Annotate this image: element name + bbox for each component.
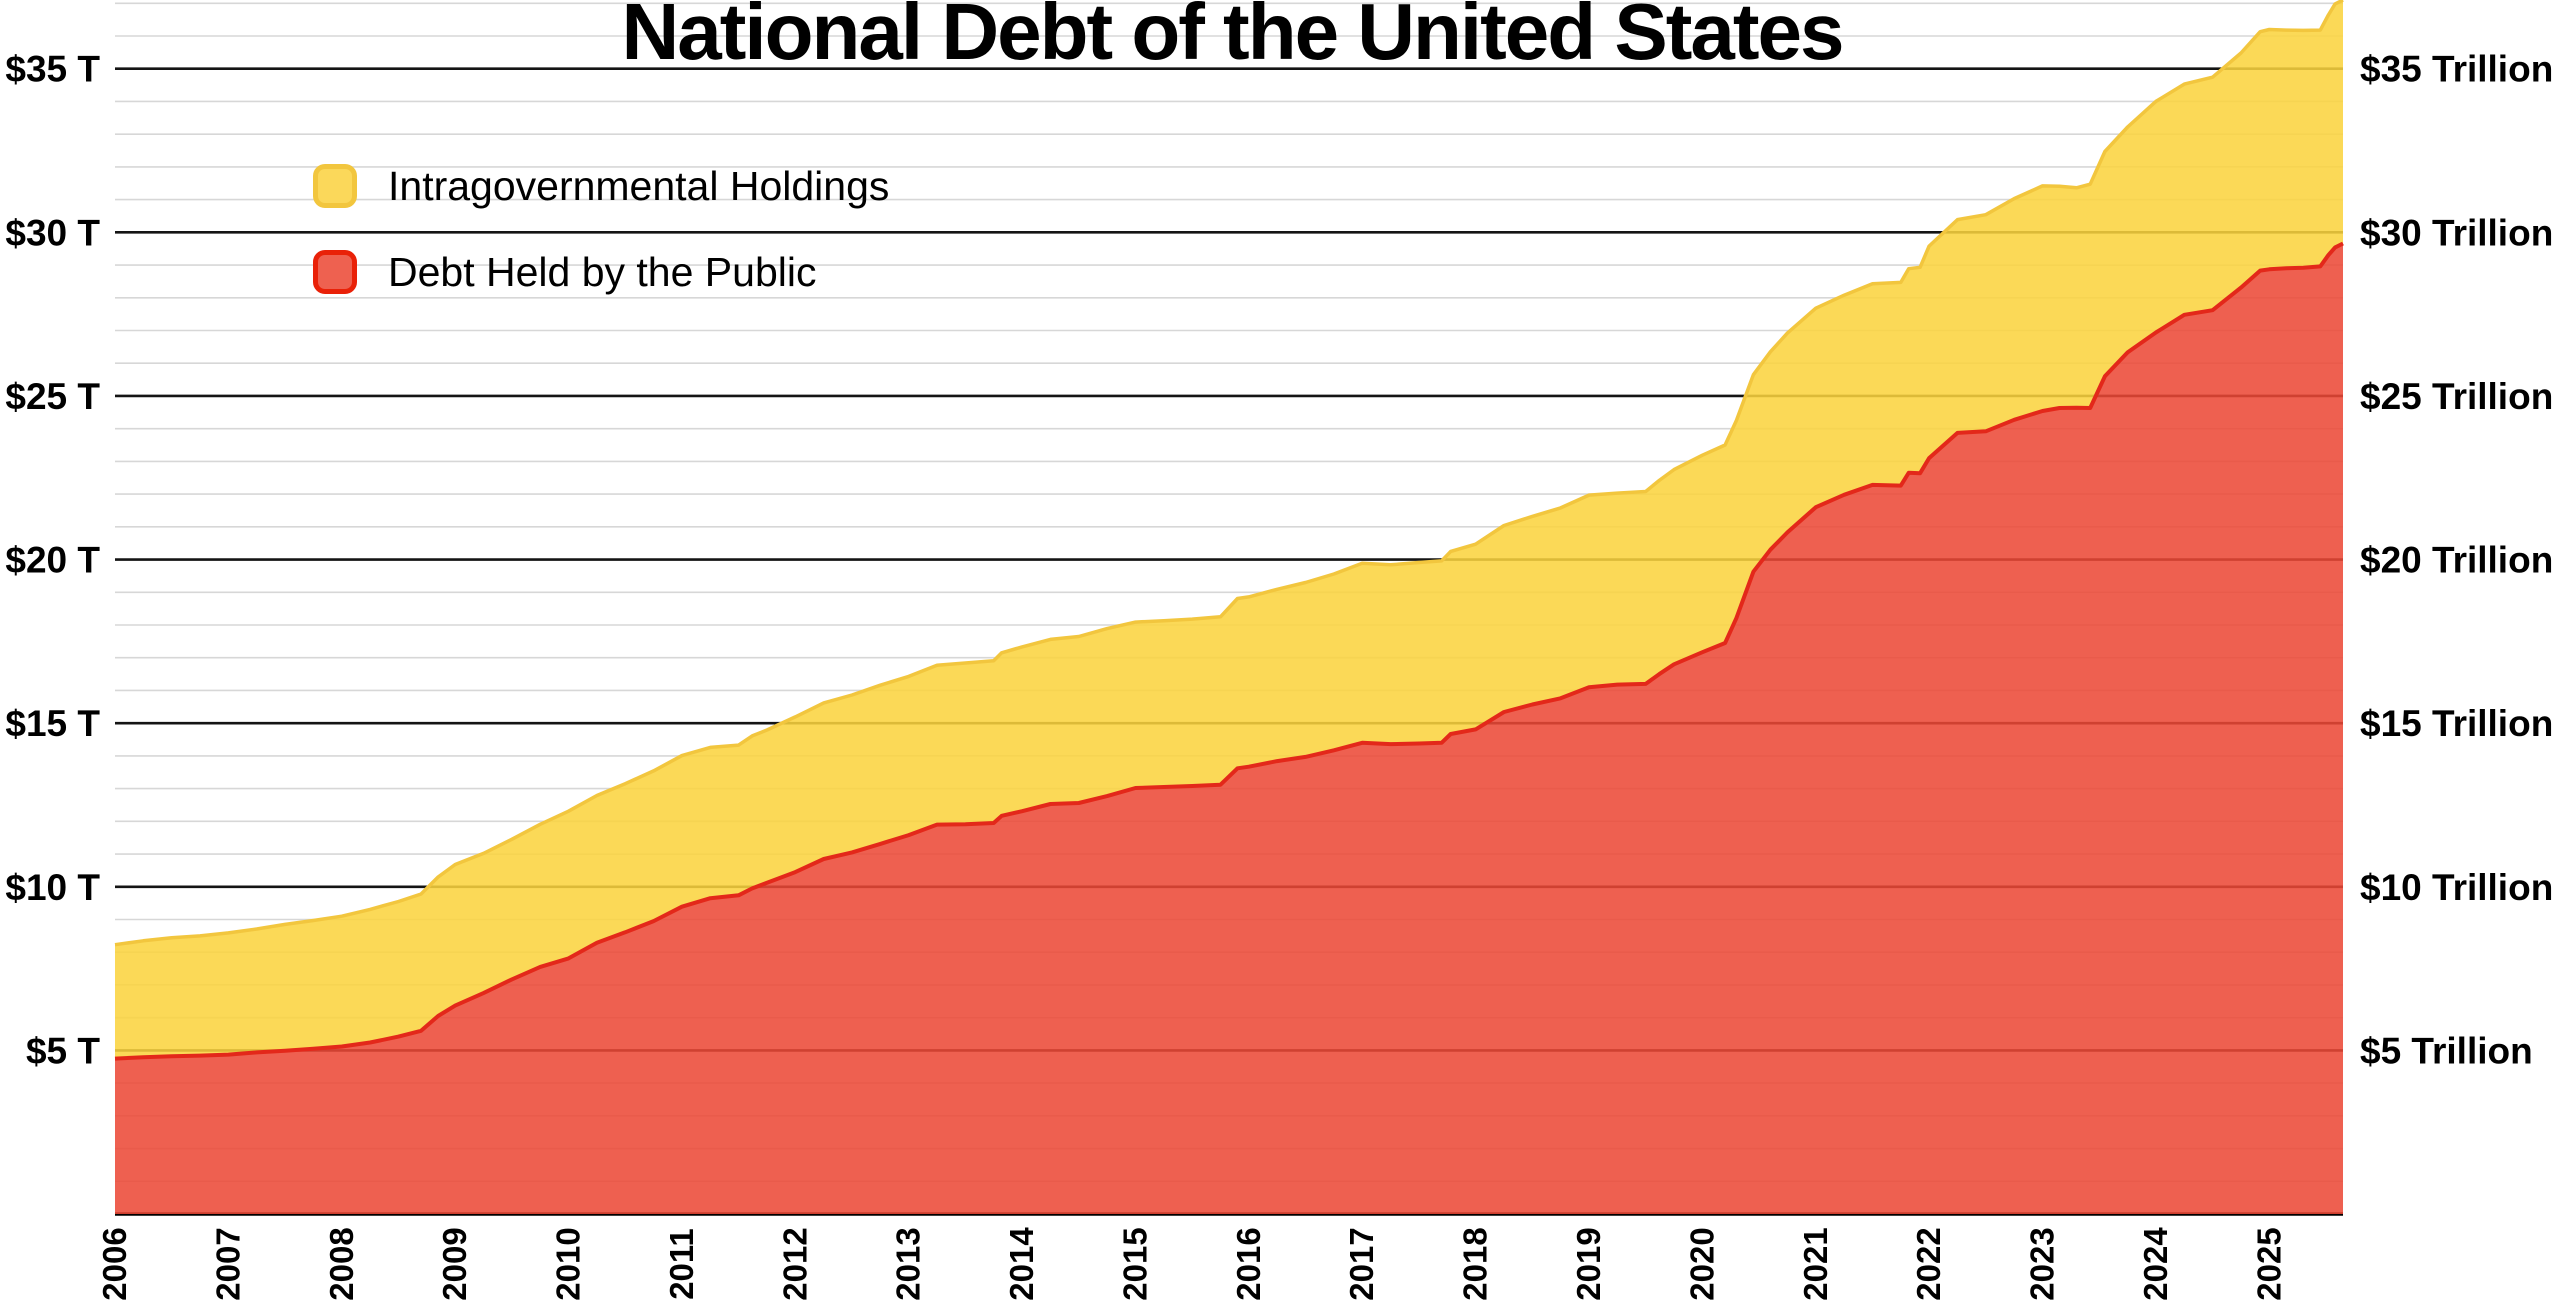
x-axis-year-label: 2023 <box>2024 1227 2061 1300</box>
edge-total-debt-line <box>114 0 2344 947</box>
legend-swatch-intragovernmental-icon <box>313 164 357 208</box>
x-axis-year-label: 2007 <box>209 1227 246 1300</box>
x-axis-year-label: 2025 <box>2250 1227 2287 1300</box>
y-axis-label-right: $35 Trillion <box>2360 49 2553 90</box>
y-axis-label-left: $5 T <box>26 1030 100 1071</box>
y-axis-label-left: $35 T <box>5 49 100 90</box>
x-axis-year-label: 2019 <box>1570 1227 1607 1300</box>
x-axis-year-label: 2010 <box>550 1227 587 1300</box>
y-axis-label-left: $10 T <box>5 867 100 908</box>
area-debt-held-by-public <box>115 243 2343 1214</box>
x-axis-year-label: 2017 <box>1343 1227 1380 1300</box>
x-axis-year-label: 2016 <box>1230 1227 1267 1300</box>
y-axis-label-right: $20 Trillion <box>2360 540 2553 581</box>
x-axis-year-label: 2018 <box>1457 1227 1494 1300</box>
legend-item-debt-held-by-public: Debt Held by the Public <box>313 248 889 295</box>
legend-swatch-public-icon <box>313 250 357 294</box>
y-axis-label-left: $25 T <box>5 376 100 417</box>
legend-label-intragovernmental: Intragovernmental Holdings <box>388 162 890 209</box>
x-axis-year-label: 2021 <box>1797 1227 1834 1300</box>
edge-public-debt-line <box>114 241 2344 1061</box>
y-axis-label-left: $20 T <box>5 540 100 581</box>
y-axis-label-right: $25 Trillion <box>2360 376 2553 417</box>
x-axis-year-label: 2022 <box>1910 1227 1947 1300</box>
area-intragovernmental-holdings <box>115 0 2343 1059</box>
y-axis-label-right: $15 Trillion <box>2360 703 2553 744</box>
x-axis-year-label: 2024 <box>2137 1227 2174 1301</box>
legend-item-intragovernmental-holdings: Intragovernmental Holdings <box>313 162 890 209</box>
chart-title: National Debt of the United States <box>621 0 1845 76</box>
x-axis-year-label: 2006 <box>96 1227 133 1300</box>
chart-legend: Intragovernmental Holdings Debt Held by … <box>313 162 890 336</box>
x-axis-year-label: 2008 <box>323 1227 360 1300</box>
x-axis-year-label: 2012 <box>776 1227 813 1300</box>
x-axis-year-label: 2015 <box>1117 1227 1154 1300</box>
y-axis-label-right: $10 Trillion <box>2360 867 2553 908</box>
legend-label-public: Debt Held by the Public <box>388 248 817 295</box>
x-axis-year-label: 2011 <box>663 1228 700 1300</box>
y-axis-label-left: $30 T <box>5 212 100 253</box>
x-axis-year-label: 2014 <box>1003 1227 1040 1301</box>
y-axis-label-right: $5 Trillion <box>2360 1030 2533 1071</box>
y-axis-label-left: $15 T <box>5 703 100 744</box>
y-axis-label-right: $30 Trillion <box>2360 212 2553 253</box>
x-axis-year-label: 2009 <box>436 1227 473 1300</box>
x-axis-year-label: 2020 <box>1683 1227 1720 1300</box>
x-axis-year-label: 2013 <box>890 1227 927 1300</box>
